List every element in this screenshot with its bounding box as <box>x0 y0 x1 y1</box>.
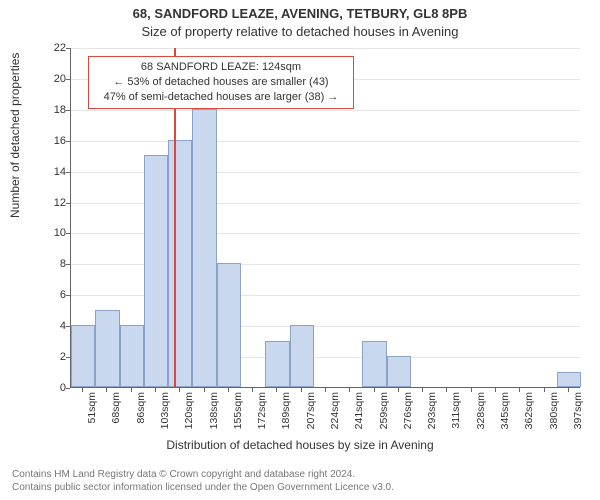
x-tick-mark <box>568 388 569 392</box>
x-tick-mark <box>495 388 496 392</box>
x-tick-mark <box>131 388 132 392</box>
x-tick-label: 120sqm <box>183 392 195 442</box>
y-tick-label: 20 <box>48 73 66 85</box>
x-tick-mark <box>179 388 180 392</box>
x-tick-mark <box>276 388 277 392</box>
footer-line2: Contains public sector information licen… <box>12 481 394 494</box>
histogram-bar <box>217 263 241 387</box>
x-tick-label: 51sqm <box>86 392 98 442</box>
histogram-bar <box>71 325 95 387</box>
x-tick-label: 86sqm <box>135 392 147 442</box>
histogram-bar <box>265 341 289 387</box>
y-tick-label: 12 <box>48 197 66 209</box>
x-tick-mark <box>422 388 423 392</box>
x-tick-mark <box>519 388 520 392</box>
annotation-line2: ← 53% of detached houses are smaller (43… <box>95 75 347 90</box>
x-tick-label: 68sqm <box>110 392 122 442</box>
x-axis-label: Distribution of detached houses by size … <box>0 438 600 452</box>
y-tick-label: 14 <box>48 166 66 178</box>
x-tick-mark <box>82 388 83 392</box>
x-tick-mark <box>471 388 472 392</box>
x-tick-mark <box>204 388 205 392</box>
x-tick-label: 345sqm <box>499 392 511 442</box>
histogram-bar <box>95 310 119 387</box>
gridline <box>71 110 580 111</box>
footer: Contains HM Land Registry data © Crown c… <box>12 468 394 494</box>
x-tick-label: 397sqm <box>572 392 584 442</box>
x-tick-label: 276sqm <box>402 392 414 442</box>
chart-title-line2: Size of property relative to detached ho… <box>0 24 600 39</box>
x-tick-mark <box>398 388 399 392</box>
x-tick-label: 311sqm <box>450 392 462 442</box>
x-tick-label: 259sqm <box>378 392 390 442</box>
histogram-bar <box>362 341 386 387</box>
x-tick-label: 241sqm <box>353 392 365 442</box>
histogram-bar <box>557 372 581 387</box>
y-tick-label: 0 <box>48 382 66 394</box>
y-tick-label: 16 <box>48 135 66 147</box>
x-tick-mark <box>325 388 326 392</box>
histogram-bar <box>290 325 314 387</box>
x-tick-mark <box>349 388 350 392</box>
y-tick-mark <box>66 388 70 389</box>
annotation-line3: 47% of semi-detached houses are larger (… <box>95 90 347 105</box>
x-tick-label: 207sqm <box>305 392 317 442</box>
annotation-box: 68 SANDFORD LEAZE: 124sqm ← 53% of detac… <box>88 56 354 109</box>
histogram-bar <box>144 155 168 387</box>
x-tick-label: 103sqm <box>159 392 171 442</box>
x-tick-label: 362sqm <box>523 392 535 442</box>
histogram-bar <box>387 356 411 387</box>
histogram-bar <box>120 325 144 387</box>
x-tick-mark <box>155 388 156 392</box>
y-tick-label: 10 <box>48 227 66 239</box>
histogram-bar <box>192 109 216 387</box>
y-tick-label: 2 <box>48 351 66 363</box>
y-tick-label: 22 <box>48 42 66 54</box>
y-axis-label: Number of detached properties <box>8 53 22 218</box>
gridline <box>71 141 580 142</box>
x-tick-mark <box>301 388 302 392</box>
y-tick-label: 6 <box>48 289 66 301</box>
x-tick-label: 380sqm <box>548 392 560 442</box>
x-tick-label: 155sqm <box>232 392 244 442</box>
x-tick-mark <box>446 388 447 392</box>
x-tick-label: 189sqm <box>280 392 292 442</box>
x-tick-mark <box>252 388 253 392</box>
y-tick-label: 18 <box>48 104 66 116</box>
histogram-bar <box>168 140 192 387</box>
annotation-line1: 68 SANDFORD LEAZE: 124sqm <box>95 60 347 75</box>
chart-title-line1: 68, SANDFORD LEAZE, AVENING, TETBURY, GL… <box>0 6 600 21</box>
x-tick-label: 172sqm <box>256 392 268 442</box>
x-tick-label: 328sqm <box>475 392 487 442</box>
x-tick-mark <box>228 388 229 392</box>
gridline <box>71 48 580 49</box>
x-tick-mark <box>106 388 107 392</box>
chart-container: 68, SANDFORD LEAZE, AVENING, TETBURY, GL… <box>0 0 600 500</box>
footer-line1: Contains HM Land Registry data © Crown c… <box>12 468 394 481</box>
x-tick-mark <box>544 388 545 392</box>
x-tick-label: 224sqm <box>329 392 341 442</box>
x-tick-label: 293sqm <box>426 392 438 442</box>
x-tick-mark <box>374 388 375 392</box>
x-tick-label: 138sqm <box>208 392 220 442</box>
y-tick-label: 4 <box>48 320 66 332</box>
y-tick-label: 8 <box>48 258 66 270</box>
